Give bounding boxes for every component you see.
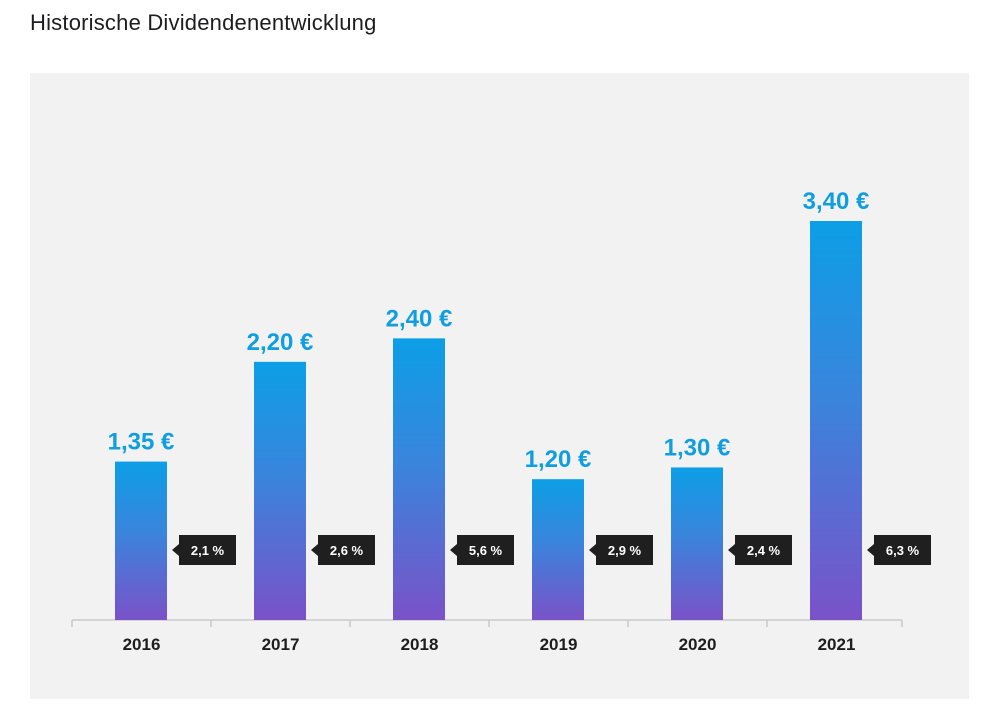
bar-2019 [532,479,584,620]
yield-label-2017: 2,6 % [330,543,364,558]
value-label-2017: 2,20 € [247,329,314,356]
value-label-2019: 1,20 € [525,446,592,473]
bar-2021 [810,221,862,620]
bar-2016 [115,461,167,620]
yield-badge-shape [172,535,236,565]
yield-label-2018: 5,6 % [469,543,503,558]
yield-badge-shape [450,535,514,565]
x-tick-label-2016: 2016 [123,635,161,654]
bar-2018 [393,338,445,620]
value-label-2020: 1,30 € [664,434,731,461]
x-tick-label-2020: 2020 [679,635,717,654]
yield-label-2020: 2,4 % [747,543,781,558]
yield-badge-2017: 2,6 % [311,535,375,565]
yield-label-2021: 6,3 % [886,543,920,558]
yield-badge-2021: 6,3 % [867,535,931,565]
x-tick-label-2021: 2021 [818,635,856,654]
x-tick-label-2017: 2017 [262,635,300,654]
yield-badge-shape [589,535,653,565]
value-label-2016: 1,35 € [108,429,175,456]
yield-badge-2020: 2,4 % [728,535,792,565]
yield-badge-2018: 5,6 % [450,535,514,565]
yield-badge-2016: 2,1 % [172,535,236,565]
page-title: Historische Dividendenentwicklung [30,10,377,35]
bar-2017 [254,361,306,620]
value-label-2018: 2,40 € [386,305,453,332]
yield-badge-shape [311,535,375,565]
bars: 1,35 € 2,1 % 2,20 € 2,6 % 2,40 € 5,6 % 1,20 € 2… [108,188,931,620]
yield-label-2019: 2,9 % [608,543,642,558]
yield-label-2016: 2,1 % [191,543,225,558]
yield-badge-shape [867,535,931,565]
x-axis: 2016 2017 2018 2019 2020 2021 [71,619,903,654]
yield-badge-2019: 2,9 % [589,535,653,565]
yield-badge-shape [728,535,792,565]
x-tick-label-2018: 2018 [401,635,439,654]
value-label-2021: 3,40 € [803,188,870,215]
bar-2020 [671,467,723,620]
x-tick-label-2019: 2019 [540,635,578,654]
